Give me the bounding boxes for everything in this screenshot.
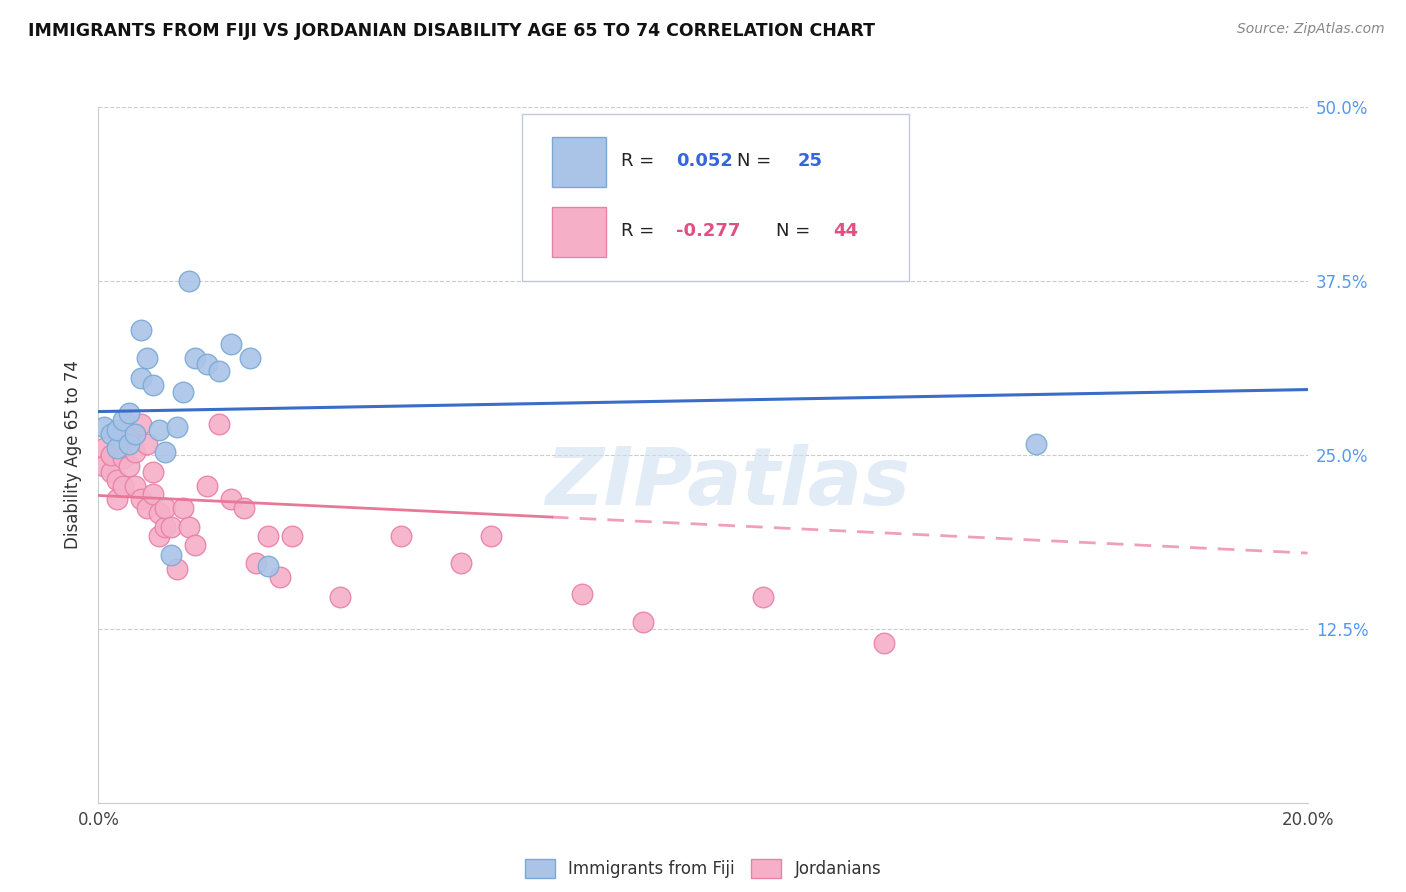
Point [172, 385, 194, 400]
Point [111, 478, 134, 492]
Point [160, 520, 183, 534]
Point [105, 492, 128, 507]
Point [752, 590, 775, 604]
Point [93, 441, 115, 455]
Point [184, 351, 207, 365]
Point [129, 417, 152, 432]
Point [111, 413, 134, 427]
Point [105, 473, 128, 487]
FancyBboxPatch shape [553, 207, 606, 257]
Legend: Immigrants from Fiji, Jordanians: Immigrants from Fiji, Jordanians [517, 853, 889, 885]
Point [195, 358, 218, 372]
Point [118, 431, 141, 445]
Point [129, 371, 152, 385]
Point [450, 557, 472, 571]
FancyBboxPatch shape [553, 137, 606, 187]
Text: R =: R = [621, 153, 659, 170]
Text: IMMIGRANTS FROM FIJI VS JORDANIAN DISABILITY AGE 65 TO 74 CORRELATION CHART: IMMIGRANTS FROM FIJI VS JORDANIAN DISABI… [28, 22, 875, 40]
Text: N =: N = [737, 153, 778, 170]
Point [172, 500, 194, 515]
Point [481, 528, 503, 542]
Text: ZIPatlas: ZIPatlas [544, 443, 910, 522]
Point [166, 562, 188, 576]
Point [389, 528, 412, 542]
Point [142, 465, 165, 479]
Point [153, 520, 176, 534]
Point [873, 636, 896, 650]
Point [208, 417, 231, 432]
Point [129, 492, 152, 507]
Point [239, 351, 262, 365]
Point [232, 500, 254, 515]
Point [142, 487, 165, 501]
FancyBboxPatch shape [522, 114, 908, 281]
Point [100, 427, 122, 442]
Point [100, 465, 122, 479]
Point [208, 364, 231, 378]
Point [269, 570, 291, 584]
Point [93, 420, 115, 434]
Point [118, 458, 141, 473]
Point [105, 423, 128, 437]
Y-axis label: Disability Age 65 to 74: Disability Age 65 to 74 [65, 360, 83, 549]
Point [100, 448, 122, 462]
Point [166, 420, 188, 434]
Point [93, 458, 115, 473]
Point [221, 492, 243, 507]
Point [281, 528, 304, 542]
Point [142, 378, 165, 392]
Point [105, 441, 128, 455]
Point [129, 323, 152, 337]
Point [160, 548, 183, 562]
Point [256, 528, 278, 542]
Point [221, 336, 243, 351]
Point [195, 478, 218, 492]
Point [124, 478, 146, 492]
Text: 44: 44 [834, 222, 859, 240]
Point [118, 406, 141, 420]
Point [184, 538, 207, 552]
Text: 0.052: 0.052 [676, 153, 734, 170]
Point [148, 423, 170, 437]
Point [148, 528, 170, 542]
Text: N =: N = [776, 222, 815, 240]
Point [135, 437, 157, 451]
Point [153, 500, 176, 515]
Point [631, 615, 654, 629]
Point [571, 587, 593, 601]
Point [135, 500, 157, 515]
Text: Source: ZipAtlas.com: Source: ZipAtlas.com [1237, 22, 1385, 37]
Point [179, 274, 201, 288]
Point [245, 557, 267, 571]
Point [153, 445, 176, 459]
Point [135, 351, 157, 365]
Point [111, 450, 134, 465]
Point [148, 507, 170, 521]
Point [118, 437, 141, 451]
Text: R =: R = [621, 222, 659, 240]
Text: 25: 25 [797, 153, 823, 170]
Point [179, 520, 201, 534]
Point [124, 445, 146, 459]
Point [124, 427, 146, 442]
Point [329, 590, 352, 604]
Point [256, 559, 278, 574]
Point [1024, 437, 1046, 451]
Text: -0.277: -0.277 [676, 222, 741, 240]
